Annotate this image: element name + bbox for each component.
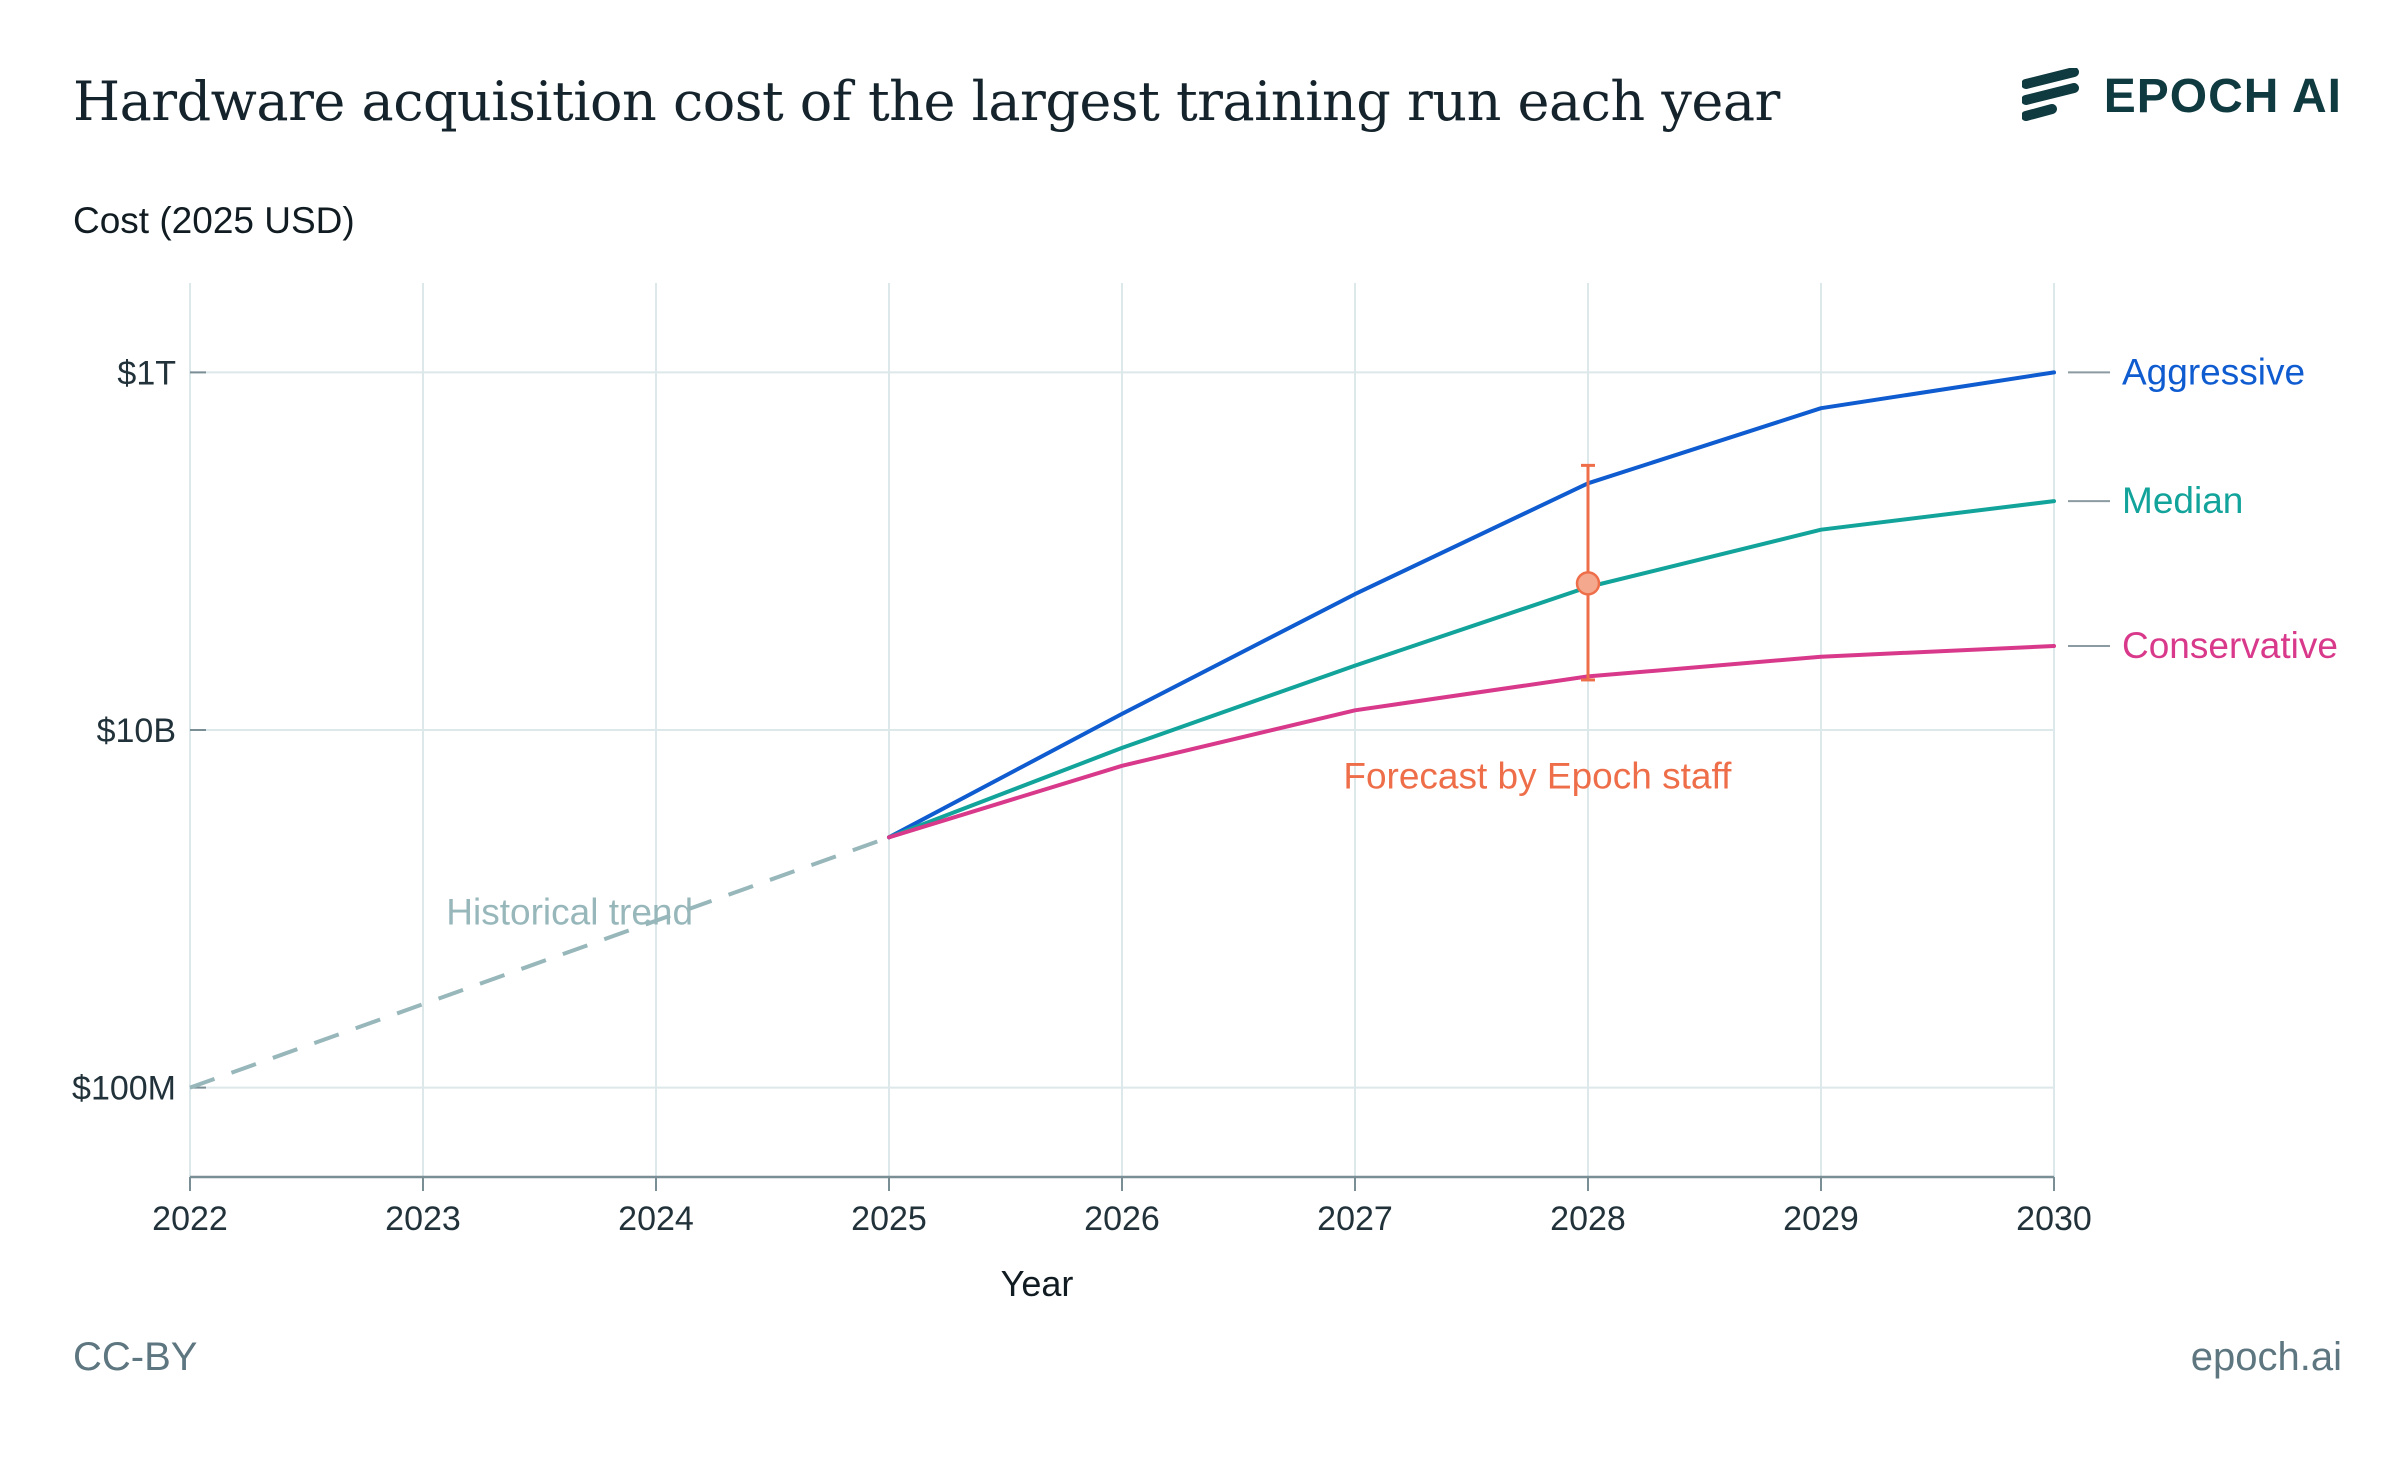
x-tick-label: 2023	[385, 1200, 461, 1238]
series-line-aggressive	[887, 370, 2056, 840]
grid-lines	[189, 283, 2055, 1177]
x-tick-label: 2028	[1550, 1200, 1626, 1238]
annotations: Historical trend Forecast by Epoch staff	[446, 463, 1732, 932]
x-tick-label: 2030	[2016, 1200, 2092, 1238]
series-label-conservative: Conservative	[2122, 625, 2338, 666]
series-label-median: Median	[2122, 480, 2243, 521]
series-lines	[189, 370, 2056, 1090]
series-line-historical	[189, 835, 890, 1090]
y-tick-label: $10B	[97, 712, 176, 750]
x-tick-label: 2027	[1317, 1200, 1393, 1238]
series-line-conservative	[887, 644, 2056, 840]
axes: $100M $10B $1T 2022 2023 2024 2025 2026 2027 2028…	[72, 354, 2092, 1238]
x-axis-title: Year	[1001, 1263, 1074, 1304]
series-labels: Aggressive Median Conservative	[2068, 351, 2338, 666]
annotation-historical: Historical trend	[446, 891, 693, 932]
series-line-median	[887, 499, 2056, 840]
brand-logo[interactable]: EPOCH AI	[2021, 68, 2342, 124]
x-tick-label: 2024	[618, 1200, 694, 1238]
brand-name: EPOCH AI	[2103, 69, 2342, 123]
x-tick-label: 2022	[152, 1200, 228, 1238]
site-link[interactable]: epoch.ai	[2190, 1335, 2342, 1379]
x-tick-label: 2026	[1084, 1200, 1160, 1238]
chart-title: Hardware acquisition cost of the largest…	[73, 70, 1780, 133]
y-axis-title: Cost (2025 USD)	[73, 200, 355, 241]
forecast-point	[1575, 571, 1601, 596]
x-tick-label: 2029	[1783, 1200, 1859, 1238]
x-tick-label: 2025	[851, 1200, 927, 1238]
license-label: CC-BY	[73, 1335, 198, 1379]
y-tick-label: $1T	[117, 354, 176, 392]
y-tick-label: $100M	[72, 1070, 176, 1108]
series-label-aggressive: Aggressive	[2122, 351, 2305, 392]
annotation-forecast: Forecast by Epoch staff	[1343, 755, 1732, 796]
epoch-logo-icon	[2021, 68, 2079, 121]
